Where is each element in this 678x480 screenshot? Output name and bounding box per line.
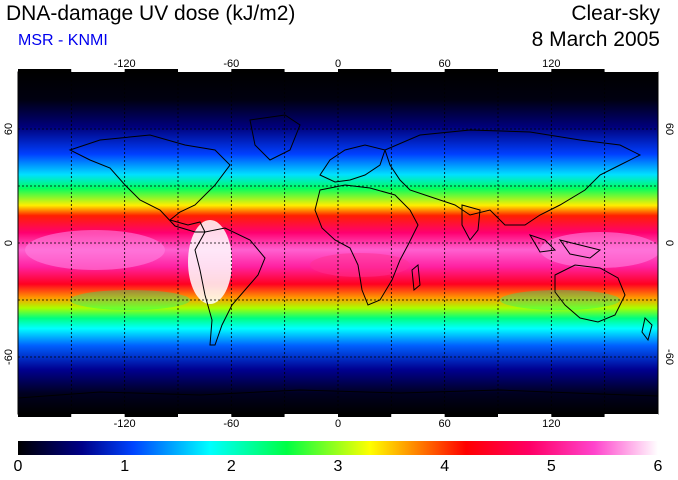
tick-label: -120	[114, 58, 136, 70]
tick-label: 0	[663, 240, 675, 246]
frame-segment	[551, 414, 605, 417]
frame-ticks	[18, 69, 658, 417]
tick-label: 60	[439, 418, 451, 430]
frame-segment	[71, 69, 125, 72]
frame-segment	[124, 69, 178, 72]
tick-label: 0	[335, 58, 341, 70]
colorbar-label: 6	[653, 458, 663, 475]
frame-segment	[231, 414, 285, 417]
date-label: 8 March 2005	[531, 28, 660, 51]
colorbar-label: 4	[440, 458, 450, 475]
coastlines	[18, 114, 658, 399]
frame-segment	[604, 414, 658, 417]
tick-label: 60	[439, 58, 451, 70]
tick-label: 120	[542, 58, 560, 70]
frame-segment	[338, 414, 392, 417]
tick-label: -120	[114, 418, 136, 430]
longitude-labels-top: -120 -60 0 60 120	[114, 58, 561, 70]
source-label: MSR - KNMI	[18, 32, 108, 49]
colorbar-label: 2	[226, 458, 236, 475]
frame-segment	[498, 414, 552, 417]
graticule	[18, 72, 658, 414]
tick-label: -60	[663, 349, 675, 365]
frame-segment	[391, 414, 445, 417]
tick-label: 60	[3, 123, 15, 135]
frame-segment	[124, 414, 178, 417]
colorbar-label: 3	[333, 458, 343, 475]
colorbar	[18, 441, 658, 455]
tick-label: 120	[542, 418, 560, 430]
frame-segment	[18, 414, 72, 417]
frame-segment	[444, 414, 498, 417]
tick-label: 0	[3, 240, 15, 246]
colorbar-label: 5	[546, 458, 556, 475]
frame-segment	[391, 69, 445, 72]
tick-label: 60	[663, 123, 675, 135]
frame-segment	[178, 69, 232, 72]
frame-segment	[231, 69, 285, 72]
frame-segment	[604, 69, 658, 72]
tick-label: -60	[223, 58, 239, 70]
frame-segment	[498, 69, 552, 72]
colorbar-label: 0	[13, 458, 23, 475]
frame-segment	[338, 69, 392, 72]
sky-condition-label: Clear-sky	[571, 2, 660, 25]
frame-segment	[18, 69, 72, 72]
latitude-labels-left: 60 0 -60	[3, 123, 15, 365]
tick-label: 0	[335, 418, 341, 430]
tick-label: -60	[223, 418, 239, 430]
frame-segment	[71, 414, 125, 417]
map-title: DNA-damage UV dose (kJ/m2)	[6, 2, 296, 25]
latitude-labels-right: 60 0 -60	[663, 123, 675, 365]
frame-segment	[551, 69, 605, 72]
frame-segment	[284, 69, 338, 72]
tick-label: -60	[3, 349, 15, 365]
colorbar-label: 1	[120, 458, 130, 475]
frame-segment	[284, 414, 338, 417]
frame-segment	[444, 69, 498, 72]
frame-segment	[178, 414, 232, 417]
longitude-labels-bottom: -120 -60 0 60 120	[114, 418, 561, 430]
